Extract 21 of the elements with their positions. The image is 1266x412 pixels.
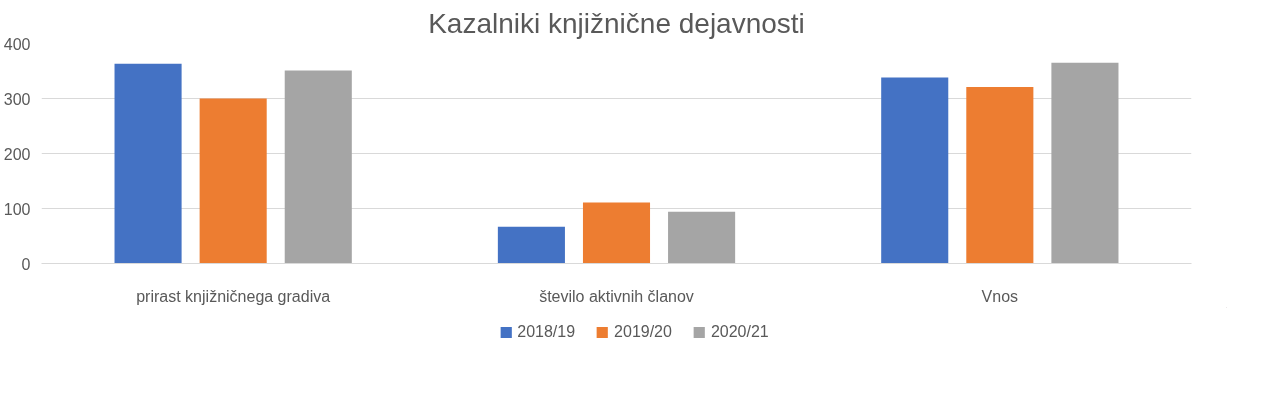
bar	[497, 226, 565, 264]
x-tick-label: prirast knjižničnega gradiva	[136, 287, 331, 305]
bar	[668, 211, 736, 264]
bar	[284, 70, 352, 264]
y-tick-label: 300	[3, 90, 31, 108]
chart-title: Kazalniki knjižnične dejavnosti	[428, 7, 805, 39]
x-tick-label: Vnos	[981, 287, 1019, 305]
bar	[1051, 62, 1119, 264]
bar	[881, 77, 949, 264]
legend-label: 2019/20	[614, 323, 672, 341]
legend-label: 2018/19	[517, 323, 576, 341]
y-tick-label: 100	[3, 200, 31, 218]
x-tick-label: število aktivnih članov	[539, 287, 694, 305]
bar	[114, 63, 182, 264]
bar	[199, 98, 267, 264]
bar	[966, 86, 1034, 264]
bar	[582, 202, 651, 264]
y-tick-label: 0	[21, 255, 31, 273]
legend-label: 2020/21	[710, 323, 769, 341]
y-tick-label: 200	[3, 145, 31, 163]
y-tick-label: 400	[3, 35, 31, 53]
